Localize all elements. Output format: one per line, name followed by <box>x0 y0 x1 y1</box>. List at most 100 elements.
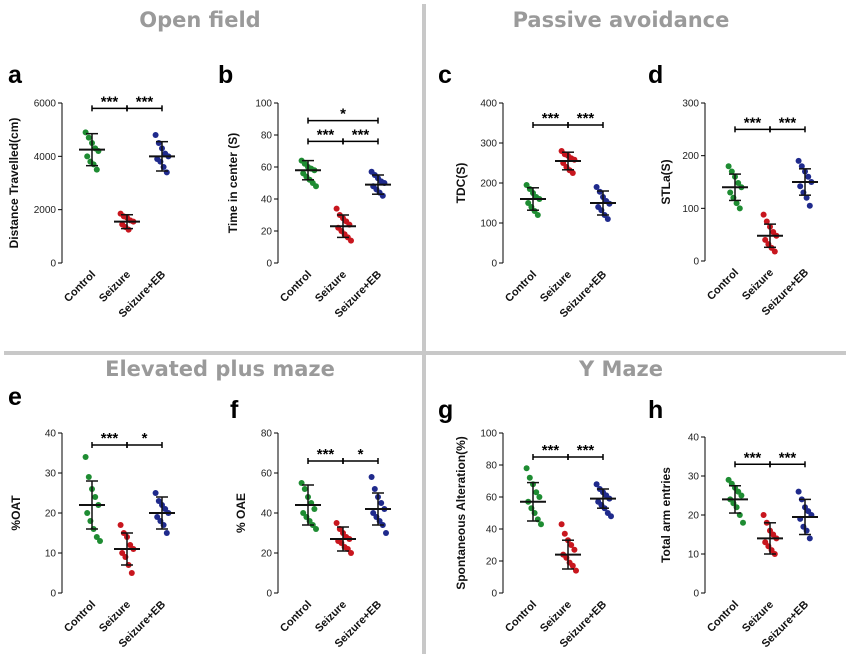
data-point <box>117 522 124 528</box>
significance-label: *** <box>317 446 335 463</box>
y-axis-label: Distance Travelled(cm) <box>7 118 21 249</box>
data-point <box>805 173 812 180</box>
significance-label: *** <box>744 449 762 466</box>
data-point <box>733 200 740 207</box>
chart-panel-d: d0100200300STLa(S)ControlSeizureSeizure+… <box>648 61 818 318</box>
section-title-elevated-plus-maze: Elevated plus maze <box>105 357 335 381</box>
y-tick-label: 80 <box>261 131 273 142</box>
data-point <box>155 140 162 146</box>
panel-letter: a <box>8 61 23 89</box>
data-point <box>727 189 734 196</box>
data-point <box>604 216 611 222</box>
y-tick-label: 40 <box>688 433 700 444</box>
data-point <box>313 526 319 532</box>
data-point <box>762 236 769 243</box>
y-tick-label: 0 <box>266 589 272 600</box>
significance-label: * <box>142 430 148 447</box>
y-tick-label: 60 <box>261 163 273 174</box>
significance-label: *** <box>542 110 560 127</box>
y-tick-label: 80 <box>261 429 273 440</box>
data-point <box>806 535 813 542</box>
section-title-y-maze: Y Maze <box>578 357 663 381</box>
chart-panel-c: c0100200300400TDC(S)ControlSeizureSeizur… <box>438 61 616 320</box>
y-tick-label: 100 <box>682 204 699 215</box>
y-tick-label: 40 <box>261 509 273 520</box>
data-point <box>760 512 767 518</box>
significance-label: *** <box>136 93 154 110</box>
data-point <box>300 510 307 516</box>
panel-letter: b <box>218 61 233 89</box>
category-label: Control <box>62 269 98 305</box>
data-point <box>97 538 103 544</box>
data-point <box>523 182 530 188</box>
y-tick-label: 4000 <box>34 152 57 163</box>
category-label: Control <box>705 267 741 303</box>
data-point <box>736 205 743 212</box>
data-point <box>573 567 579 574</box>
y-axis-label: % OAE <box>234 493 248 533</box>
data-point <box>558 521 565 528</box>
panel-letter: e <box>8 383 22 411</box>
data-point <box>301 486 308 492</box>
significance-label: *** <box>101 93 119 110</box>
data-point <box>568 542 575 548</box>
category-label: Control <box>62 599 98 635</box>
data-point <box>92 494 99 500</box>
y-tick-label: 20 <box>45 509 57 520</box>
data-point <box>82 454 89 460</box>
data-point <box>85 474 92 480</box>
data-point <box>760 211 767 218</box>
data-point <box>378 500 385 506</box>
data-point <box>536 494 543 500</box>
y-tick-label: 40 <box>261 195 273 206</box>
y-tick-label: 60 <box>261 469 273 480</box>
y-tick-label: 20 <box>688 511 700 522</box>
data-point <box>806 202 813 209</box>
y-axis-label: TDC(S) <box>454 163 468 204</box>
data-point <box>119 550 126 556</box>
data-point <box>93 534 100 540</box>
y-tick-label: 0 <box>693 589 699 600</box>
category-label: Control <box>503 269 539 305</box>
data-point <box>93 166 100 173</box>
category-label: Control <box>278 269 314 305</box>
panel-letter: c <box>438 61 452 89</box>
y-tick-label: 40 <box>45 429 57 440</box>
y-tick-label: 0 <box>266 259 272 270</box>
y-tick-label: 0 <box>50 589 56 600</box>
category-label: Control <box>705 599 741 635</box>
data-point <box>798 163 805 170</box>
panel-letter: d <box>648 61 663 89</box>
panel-letter: f <box>230 396 239 424</box>
y-tick-label: 20 <box>486 557 498 568</box>
section-title-passive-avoidance: Passive avoidance <box>513 8 730 32</box>
y-tick-label: 10 <box>688 550 700 561</box>
data-point <box>740 519 746 526</box>
data-point <box>152 132 159 138</box>
significance-label: *** <box>352 126 370 143</box>
data-point <box>371 486 378 492</box>
y-axis-label: Total arm entries <box>659 467 673 563</box>
y-tick-label: 200 <box>682 151 699 162</box>
data-point <box>803 194 810 201</box>
y-tick-label: 2000 <box>34 205 57 216</box>
data-point <box>523 465 530 472</box>
significance-label: * <box>358 446 364 463</box>
chart-panel-a: a 0 2000 4000 6000 Distance Travelled(cm) Cont… <box>7 61 175 320</box>
data-point <box>128 570 135 576</box>
data-point <box>311 506 318 512</box>
data-point <box>728 168 735 175</box>
data-point <box>569 562 576 569</box>
data-point <box>797 183 804 190</box>
data-point <box>155 498 162 504</box>
y-tick-label: 300 <box>480 139 497 150</box>
data-point <box>163 530 170 536</box>
y-tick-label: 400 <box>480 99 497 110</box>
significance-label: *** <box>744 114 762 131</box>
significance-label: *** <box>542 442 560 459</box>
data-point <box>533 489 540 496</box>
data-point <box>725 163 732 170</box>
data-point <box>84 510 91 516</box>
data-point <box>333 520 340 526</box>
